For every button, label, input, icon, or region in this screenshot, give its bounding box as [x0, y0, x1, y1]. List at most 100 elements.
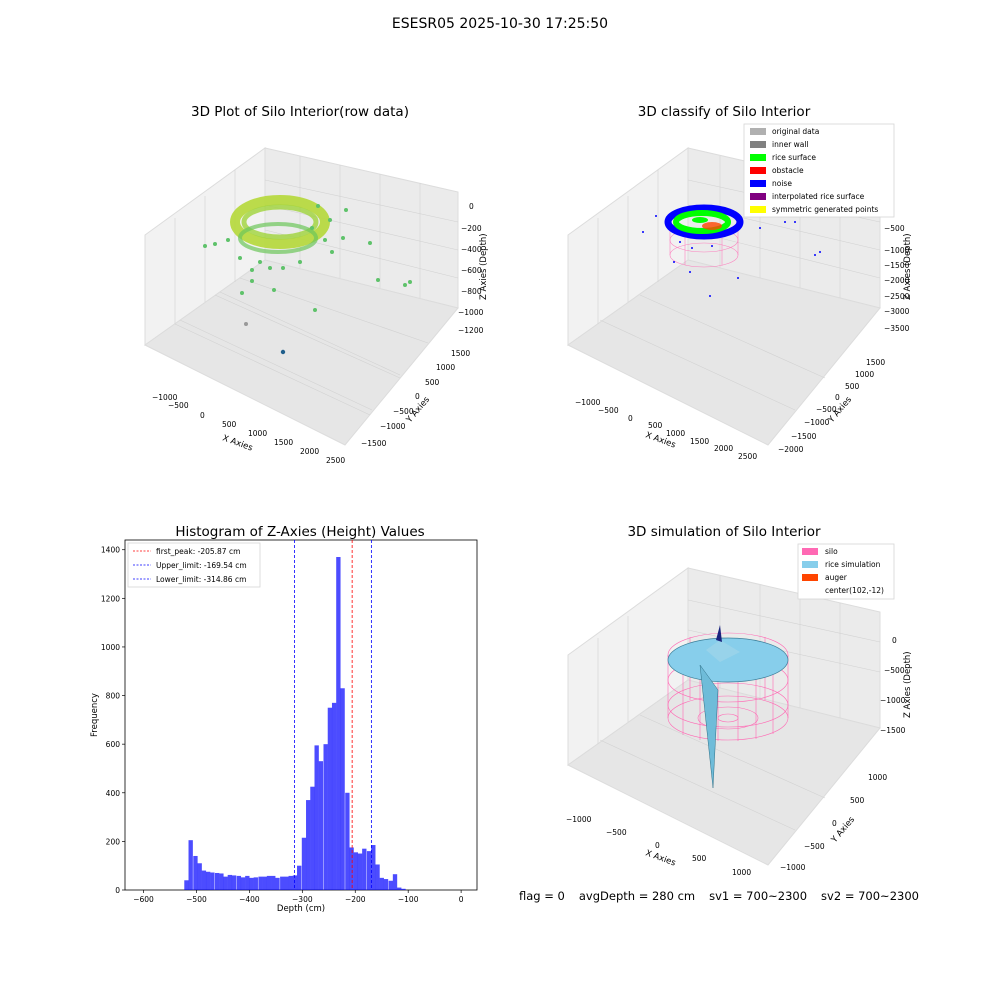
plot4-ylabel: Y Axies: [829, 815, 857, 846]
plot4-ytick: −1000: [780, 863, 806, 872]
plot4-legend-label: rice simulation: [825, 560, 881, 569]
plot1-title: 3D Plot of Silo Interior(row data): [191, 104, 409, 120]
plot2-legend-entry: symmetric generated points: [750, 205, 878, 214]
hist-bar: [240, 877, 246, 890]
plot1-ylabel: Y Axies: [404, 395, 432, 426]
hist-bar: [306, 800, 311, 890]
plot2-left-pane: [567, 147, 689, 346]
hist-bars: [184, 557, 406, 890]
plot1-y-ticks: 1500 1000 500 0 −500 −1000 −1500: [361, 349, 470, 448]
hist-bar: [340, 688, 345, 890]
plot4-legend-entry: center(102,-12): [825, 586, 884, 595]
plot4-ztick: −500: [884, 666, 905, 675]
plot4-xtick: 1000: [732, 868, 751, 877]
hist-bar: [362, 848, 367, 890]
plot1-ztick: −1000: [458, 308, 484, 317]
avg-depth-text: avgDepth = 280 cm: [578, 889, 696, 903]
hist-bar: [357, 853, 363, 890]
hist-ytick-label: 1000: [101, 643, 120, 652]
hist-bar: [184, 880, 189, 890]
plot4-xtick: −500: [606, 828, 627, 837]
hist-bar: [223, 876, 228, 890]
plot1-ztick: 0: [469, 202, 474, 211]
plot2-legend-label: original data: [772, 127, 819, 136]
hist-legend-label: Lower_limit: -314.86 cm: [156, 575, 246, 584]
hist-bar: [301, 837, 307, 890]
sv2-text: sv2 = 700~2300: [821, 889, 919, 903]
hist-legend-label: Upper_limit: -169.54 cm: [156, 561, 247, 570]
hist-frame: [124, 539, 478, 891]
hist-bar: [375, 864, 380, 890]
hist-legend-label: first_peak: -205.87 cm: [156, 547, 240, 556]
plot4-ytick: −500: [804, 842, 825, 851]
flag-text: flag = 0: [519, 889, 565, 903]
plot4-xtick: 500: [692, 854, 707, 863]
plot2-xlabel: X Axies: [644, 430, 677, 450]
plot2-xtick: −500: [598, 406, 619, 415]
plot1-xtick: 2000: [300, 447, 319, 456]
plot2-xtick: 2000: [714, 444, 733, 453]
hist-bar: [258, 876, 263, 890]
plot2-xtick: −1000: [575, 398, 601, 407]
hist-bar: [331, 702, 337, 890]
plot2-legend-entry: rice surface: [750, 153, 816, 162]
hist-bar: [219, 873, 224, 890]
plot4-ztick: −1000: [880, 696, 906, 705]
plot2-legend-swatch: [750, 128, 766, 135]
plot2-silo-cylinder: [669, 225, 739, 268]
plot1-ytick: 1500: [451, 349, 470, 358]
plot1-x-ticks: −1000 −500 0 500 1000 1500 2000 2500: [152, 393, 345, 465]
hist-legend: first_peak: -205.87 cm Upper_limit: -169…: [127, 542, 261, 588]
hist-xlabel: Depth (cm): [277, 904, 325, 914]
hist-bar: [383, 879, 389, 890]
hist-ytick-label: 200: [106, 837, 121, 846]
plot2-ztick: −1000: [884, 246, 910, 255]
plot2-ylabel: Y Axies: [826, 395, 854, 426]
hist-bar: [197, 863, 202, 890]
plot4-legend-entry: auger: [802, 573, 848, 582]
plot1-point-cloud: [203, 195, 412, 355]
hist-bar: [193, 855, 198, 890]
hist-xtick-label: −300: [292, 895, 313, 904]
plot4-ztick: 0: [892, 636, 897, 645]
hist-bar: [284, 876, 289, 890]
hist-bar: [379, 877, 384, 890]
plot2-xtick: 1500: [690, 437, 709, 446]
plot4-legend-label: center(102,-12): [825, 586, 884, 595]
hist-legend-entry: first_peak: -205.87 cm: [133, 547, 240, 556]
plot4-rice-surface: [667, 625, 789, 789]
plot1-floor-pane: [144, 259, 459, 446]
plot2-legend-swatch: [750, 180, 766, 187]
hist-ytick-label: 600: [106, 740, 121, 749]
plot2-ytick: 0: [835, 393, 840, 402]
plot2-ztick: −2500: [884, 292, 910, 301]
hist-bar: [314, 745, 319, 890]
plot4-xtick: −1000: [566, 815, 592, 824]
plot1-xtick: −500: [168, 401, 189, 410]
hist-ytick-label: 0: [115, 886, 120, 895]
plot2-zlabel: Z Axies (Depth): [903, 233, 913, 300]
plot2-xtick: 1000: [666, 429, 685, 438]
plot1-ytick: −1000: [380, 422, 406, 431]
plot4-grid: [597, 576, 881, 831]
hist-bar: [245, 875, 250, 890]
plot1-xtick: 2500: [326, 456, 345, 465]
hist-ylabel: Frequency: [90, 693, 100, 737]
plot2-title: 3D classify of Silo Interior: [638, 104, 811, 120]
plot4-legend-swatch: [802, 548, 818, 555]
plot2-xtick: 2500: [738, 452, 757, 461]
hist-y-ticks: 0 200 400 600 800 1000 1200 1400: [101, 546, 125, 895]
plot2-legend-entry: inner wall: [750, 140, 809, 149]
status-footer: flag = 0 avgDepth = 280 cm sv1 = 700~2300 s…: [519, 889, 933, 903]
hist-bar: [188, 840, 193, 890]
plot1-ztick: −200: [461, 224, 482, 233]
hist-bar: [392, 874, 398, 890]
plot2-z-ticks: −500 −1000 −1500 −2000 −2500 −3000 −3500: [884, 224, 910, 333]
plot4-ytick: 1000: [868, 773, 887, 782]
plot1-xtick: 1500: [274, 438, 293, 447]
hist-bar: [366, 851, 372, 890]
plot2-ytick: −1000: [804, 418, 830, 427]
plot1-xtick: −1000: [152, 393, 178, 402]
hist-legend-entry: Lower_limit: -314.86 cm: [133, 575, 246, 584]
